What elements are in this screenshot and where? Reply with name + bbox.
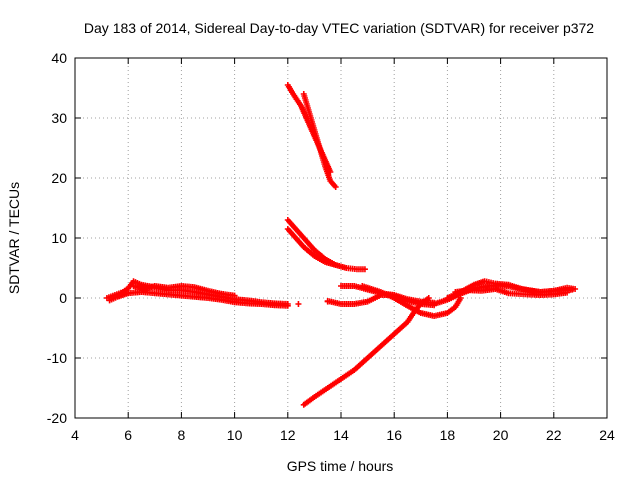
x-tick-label: 14: [333, 427, 349, 443]
x-tick-label: 12: [280, 427, 296, 443]
series-high-arc-right: [300, 91, 339, 190]
series-morning-baseline-b: [106, 289, 291, 309]
series-descending-b: [284, 226, 339, 268]
series-high-arc-left: [284, 82, 334, 175]
x-tick-labels: 4 6 8 10 12 14 16 18 20 22 24: [71, 427, 615, 443]
series-morning-baseline-c: [130, 283, 238, 299]
y-tick-label: -10: [47, 350, 67, 366]
x-tick-label: 18: [440, 427, 456, 443]
x-tick-label: 20: [493, 427, 509, 443]
x-tick-label: 8: [178, 427, 186, 443]
y-tick-label: 40: [51, 50, 67, 66]
x-tick-label: 16: [386, 427, 402, 443]
y-tick-label: -20: [47, 410, 67, 426]
x-tick-label: 6: [124, 427, 132, 443]
y-axis-title: SDTVAR / TECUs: [6, 182, 22, 294]
series-isolated: [295, 298, 331, 307]
series-evening-c: [452, 286, 571, 298]
y-tick-label: 30: [51, 110, 67, 126]
x-axis-title: GPS time / hours: [287, 458, 394, 474]
x-tick-label: 4: [71, 427, 79, 443]
x-tick-label: 24: [599, 427, 615, 443]
y-tick-label: 0: [59, 290, 67, 306]
x-tick-label: 10: [227, 427, 243, 443]
data-points: [103, 82, 579, 408]
y-tick-label: 20: [51, 170, 67, 186]
y-tick-labels: -20 -10 0 10 20 30 40: [47, 50, 67, 426]
plot-frame: [74, 57, 608, 419]
grid: [75, 58, 607, 418]
x-tick-label: 22: [546, 427, 562, 443]
series-dip-curve: [359, 283, 464, 319]
series-rising-curve: [300, 295, 432, 408]
y-tick-label: 10: [51, 230, 67, 246]
chart-title: Day 183 of 2014, Sidereal Day-to-day VTE…: [84, 20, 594, 36]
